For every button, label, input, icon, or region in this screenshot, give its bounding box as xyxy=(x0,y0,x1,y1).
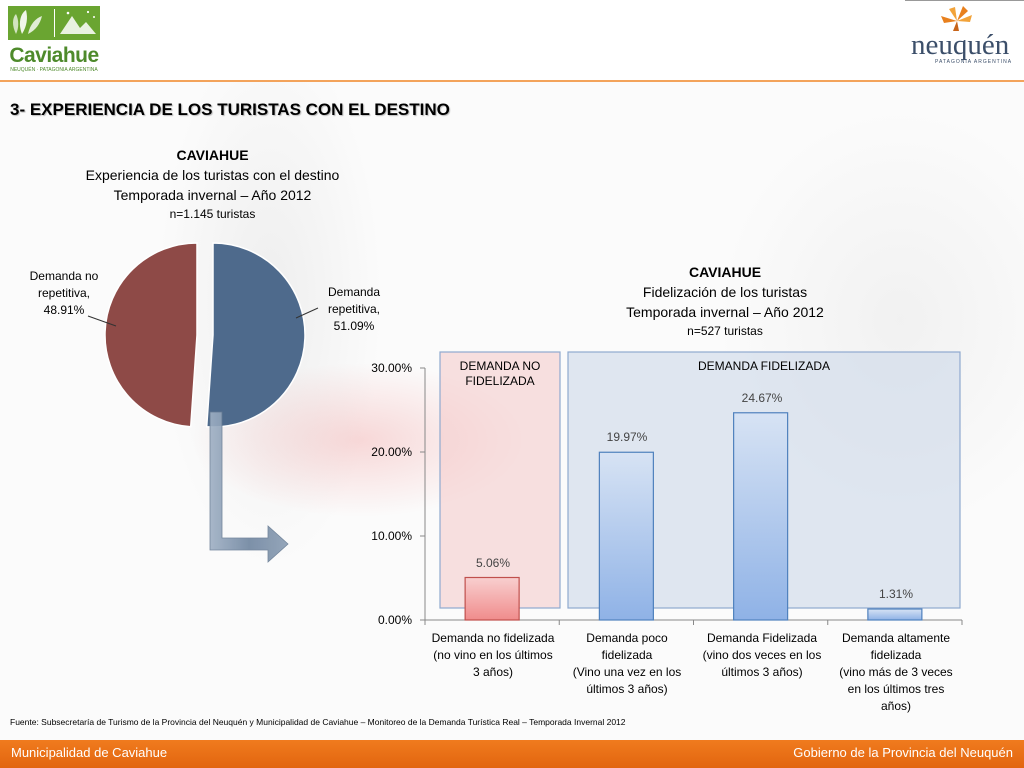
pie-label-no-repetitiva-line-1: Demanda no xyxy=(29,269,99,283)
pie-label-repetitiva: Demanda repetitiva, 51.09% xyxy=(314,284,394,335)
group-label-fidelizada-line-1: DEMANDA FIDELIZADA xyxy=(697,359,831,373)
category-label-4-line-4: en los últimos tres xyxy=(847,682,945,696)
bar-3 xyxy=(733,412,789,621)
pie-chart-title-block: CAVIAHUE Experiencia de los turistas con… xyxy=(40,145,385,223)
category-label-2: Demanda poco fidelizada (Vino una vez en… xyxy=(562,630,692,698)
category-label-2-line-3: (Vino una vez en los xyxy=(572,665,682,679)
bar-1 xyxy=(464,576,520,621)
pie-chart-sample-size: n=1.145 turistas xyxy=(169,207,256,221)
bar-value-label-1: 5.06% xyxy=(475,556,511,570)
bar-value-label-2: 19.97% xyxy=(606,430,648,444)
neuquen-logo: neuquén PATAGONIA ARGENTINA xyxy=(905,0,1024,79)
sun-flower-icon xyxy=(941,6,972,31)
pie-chart-subtitle-1: Experiencia de los turistas con el desti… xyxy=(85,167,340,183)
caviahue-logo-text: Caviahue xyxy=(9,44,99,67)
category-label-3: Demanda Fidelizada (vino dos veces en lo… xyxy=(697,630,827,681)
category-label-4: Demanda altamente fidelizada (vino más d… xyxy=(831,630,961,715)
bar-value-label-3: 24.67% xyxy=(741,391,783,405)
pie-chart-title: CAVIAHUE xyxy=(176,147,249,163)
arrow-connector xyxy=(209,411,289,563)
caviahue-logo-emblem xyxy=(8,6,100,40)
pie-label-repetitiva-line-2: repetitiva, xyxy=(327,302,381,316)
category-label-1-line-1: Demanda no fidelizada xyxy=(431,631,555,645)
neuquen-logo-subtext: PATAGONIA ARGENTINA xyxy=(935,59,1013,65)
category-label-3-line-1: Demanda Fidelizada xyxy=(706,631,818,645)
bar-2 xyxy=(598,451,654,621)
caviahue-logo: Caviahue NEUQUÉN · PATAGONIA ARGENTINA xyxy=(8,6,100,73)
y-tick-label-0: 0.00% xyxy=(377,613,412,627)
category-label-4-line-1: Demanda altamente xyxy=(841,631,951,645)
y-tick-label-20: 20.00% xyxy=(371,445,412,459)
category-label-1-line-3: 3 años) xyxy=(472,665,514,679)
pie-label-no-repetitiva-line-2: repetitiva, xyxy=(37,286,91,300)
pie-leader-no-repetitiva xyxy=(87,315,117,327)
group-label-no-fidelizada-line-1: DEMANDA NO xyxy=(459,359,541,373)
footer-left-text: Municipalidad de Caviahue xyxy=(11,745,168,760)
category-label-2-line-2: fidelizada xyxy=(601,648,653,662)
y-tick-label-10: 10.00% xyxy=(371,529,412,543)
pie-leader-repetitiva xyxy=(295,307,319,319)
y-tick-label-30: 30.00% xyxy=(371,361,412,375)
category-label-2-line-4: últimos 3 años) xyxy=(586,682,668,696)
pie-slice-no-repetitiva xyxy=(104,242,198,428)
group-box-no-fidelizada xyxy=(439,351,561,609)
category-label-2-line-1: Demanda poco xyxy=(586,631,668,645)
category-label-4-line-2: fidelizada xyxy=(870,648,922,662)
leaf-icon xyxy=(13,9,96,37)
charts-svg xyxy=(87,242,963,625)
pie-slice-repetitiva xyxy=(205,242,306,428)
neuquen-logo-text: neuquén xyxy=(911,29,1010,61)
caviahue-logo-subtext: NEUQUÉN · PATAGONIA ARGENTINA xyxy=(10,67,98,73)
category-label-4-line-3: (vino más de 3 veces xyxy=(839,665,953,679)
category-label-1: Demanda no fidelizada (no vino en los úl… xyxy=(428,630,558,681)
section-title: 3- EXPERIENCIA DE LOS TURISTAS CON EL DE… xyxy=(10,100,450,119)
category-label-4-line-5: años) xyxy=(880,699,912,713)
category-label-3-line-3: últimos 3 años) xyxy=(721,665,803,679)
bar-chart-title: CAVIAHUE xyxy=(688,264,762,280)
pie-chart xyxy=(87,242,319,428)
category-label-1-line-2: (no vino en los últimos xyxy=(433,648,553,662)
footer-bar: Municipalidad de Caviahue Gobierno de la… xyxy=(0,740,1024,768)
bar-chart-sample-size: n=527 turistas xyxy=(687,324,763,338)
group-label-fidelizada: DEMANDA FIDELIZADA xyxy=(660,359,868,374)
pie-label-repetitiva-line-1: Demanda xyxy=(327,285,381,299)
category-label-3-line-2: (vino dos veces en los xyxy=(702,648,822,662)
footer-right-text: Gobierno de la Provincia del Neuquén xyxy=(793,745,1013,760)
bar-chart-subtitle-2: Temporada invernal – Año 2012 xyxy=(626,304,824,320)
bar-chart-title-block: CAVIAHUE Fidelización de los turistas Te… xyxy=(600,262,850,340)
pie-chart-subtitle-2: Temporada invernal – Año 2012 xyxy=(113,187,312,203)
bar-chart-subtitle-1: Fidelización de los turistas xyxy=(642,284,808,300)
group-label-no-fidelizada-line-2: FIDELIZADA xyxy=(465,374,535,388)
bar-chart xyxy=(420,351,963,625)
bar-4 xyxy=(867,608,923,621)
source-footnote: Fuente: Subsecretaría de Turismo de la P… xyxy=(10,717,626,727)
pie-label-repetitiva-line-3: 51.09% xyxy=(333,319,375,333)
bar-value-label-4: 1.31% xyxy=(878,587,914,601)
pie-label-no-repetitiva-line-3: 48.91% xyxy=(43,303,85,317)
pie-label-no-repetitiva: Demanda no repetitiva, 48.91% xyxy=(22,268,106,319)
group-label-no-fidelizada: DEMANDA NO FIDELIZADA xyxy=(445,359,555,389)
header: Caviahue NEUQUÉN · PATAGONIA ARGENTINA n… xyxy=(0,0,1024,82)
